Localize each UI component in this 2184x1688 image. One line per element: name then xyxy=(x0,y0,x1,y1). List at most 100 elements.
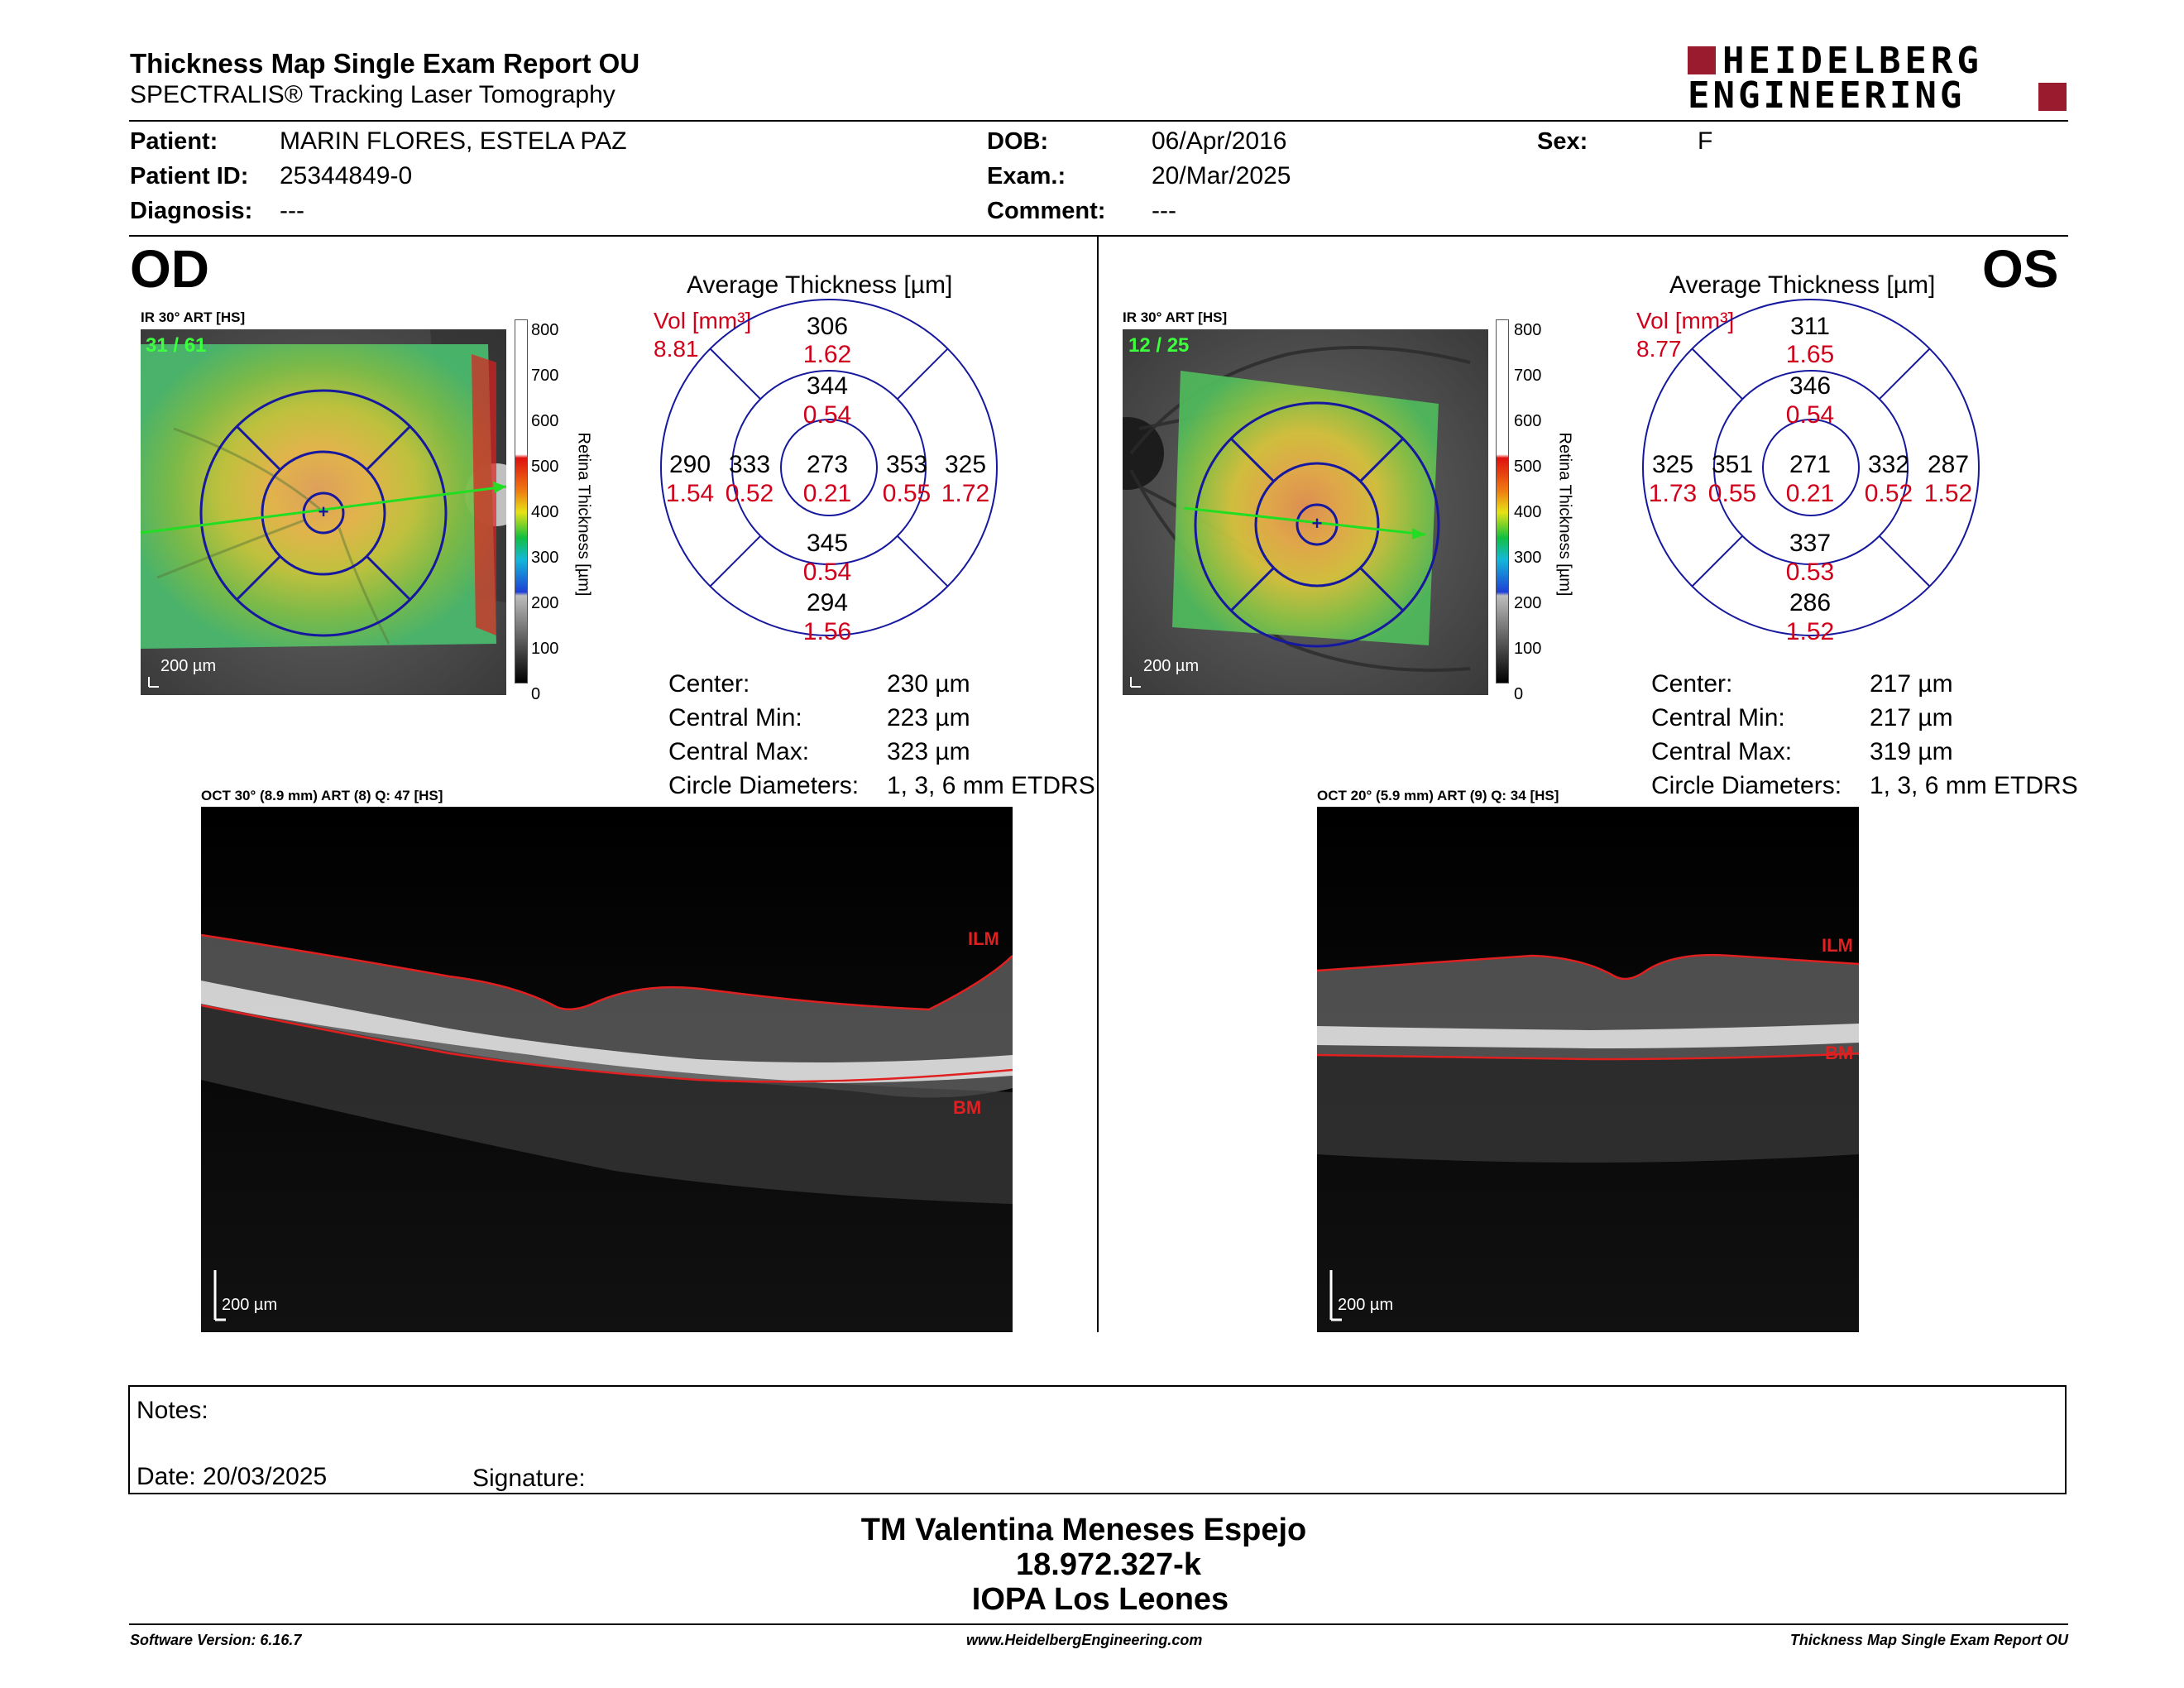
os-inner-right-volume: 0.52 xyxy=(1864,480,1913,507)
os-colorbar xyxy=(1496,319,1509,683)
tick: 100 xyxy=(531,640,559,658)
footer-report-name: Thickness Map Single Exam Report OU xyxy=(1789,1632,2068,1648)
od-avg-title: Average Thickness [µm] xyxy=(687,271,953,299)
signature-label: Signature: xyxy=(472,1465,586,1492)
od-etdrs-grid xyxy=(660,299,998,636)
os-outer-right-volume: 1.52 xyxy=(1923,480,1973,507)
od-inner-left-volume: 0.52 xyxy=(725,480,774,507)
os-oct-scale: 200 µm xyxy=(1338,1296,1394,1314)
od-oct-label: OCT 30° (8.9 mm) ART (8) Q: 47 [HS] xyxy=(201,788,443,803)
os-stat-label: Center: xyxy=(1651,670,1733,698)
od-center-thickness: 273 xyxy=(806,451,849,478)
od-outer-inf-volume: 1.56 xyxy=(802,618,852,645)
os-inner-right-thickness: 332 xyxy=(1867,451,1910,478)
od-oct-scale: 200 µm xyxy=(222,1296,278,1314)
od-colorbar-title: Retina Thickness [µm] xyxy=(574,432,593,597)
patient-rule xyxy=(129,235,2068,237)
dob-label: DOB: xyxy=(987,128,1049,155)
od-inner-right-volume: 0.55 xyxy=(882,480,932,507)
notes-box[interactable]: Notes: Date: 20/03/2025 Signature: xyxy=(128,1385,2067,1494)
patient-id-label: Patient ID: xyxy=(130,163,249,189)
sex-label: Sex: xyxy=(1537,128,1588,155)
tick: 400 xyxy=(531,503,559,521)
od-outer-left-volume: 1.54 xyxy=(665,480,715,507)
patient-value: MARIN FLORES, ESTELA PAZ xyxy=(280,127,627,155)
os-stat-value: 1, 3, 6 mm ETDRS xyxy=(1870,772,2078,799)
od-outer-right-thickness: 325 xyxy=(944,451,987,478)
os-scale-label: 200 µm xyxy=(1143,657,1200,675)
od-bm-label: BM xyxy=(953,1097,982,1118)
od-stat-value: 223 µm xyxy=(887,704,970,731)
od-frame-counter: 31 / 61 xyxy=(146,334,207,357)
od-inner-right-thickness: 353 xyxy=(885,451,928,478)
od-inner-sup-thickness: 344 xyxy=(806,372,849,400)
tick: 100 xyxy=(1514,640,1542,658)
website-link[interactable]: www.HeidelbergEngineering.com xyxy=(966,1632,1203,1648)
os-stat-label: Circle Diameters: xyxy=(1651,772,1842,799)
od-oct-scan xyxy=(201,807,1013,1332)
os-inner-inf-thickness: 337 xyxy=(1789,530,1832,557)
tick: 0 xyxy=(1514,685,1524,703)
os-etdrs-grid xyxy=(1642,299,1980,636)
signer-name: TM Valentina Meneses Espejo xyxy=(860,1513,1307,1547)
os-outer-left-volume: 1.73 xyxy=(1648,480,1698,507)
tick: 300 xyxy=(1514,549,1542,567)
os-stat-value: 319 µm xyxy=(1870,738,1953,765)
tick: 200 xyxy=(531,594,559,612)
os-oct-label: OCT 20° (5.9 mm) ART (9) Q: 34 [HS] xyxy=(1317,788,1559,803)
od-eye-label: OD xyxy=(130,239,209,299)
diagnosis-value: --- xyxy=(280,197,304,224)
os-outer-inf-thickness: 286 xyxy=(1789,589,1832,616)
od-outer-sup-thickness: 306 xyxy=(806,313,849,340)
od-inner-sup-volume: 0.54 xyxy=(802,401,852,429)
logo-square-icon-2 xyxy=(2038,83,2067,111)
os-stat-value: 217 µm xyxy=(1870,704,1953,731)
comment-value: --- xyxy=(1152,197,1176,224)
od-inner-inf-thickness: 345 xyxy=(806,530,849,557)
tick: 500 xyxy=(531,458,559,476)
exam-value: 20/Mar/2025 xyxy=(1152,162,1291,189)
od-center-volume: 0.21 xyxy=(802,480,852,507)
od-stat-label: Circle Diameters: xyxy=(668,772,860,799)
od-colorbar-ticks: 800 700 600 500 400 300 200 100 0 xyxy=(531,308,558,717)
od-stat-label: Central Max: xyxy=(668,738,810,765)
tick: 600 xyxy=(1514,412,1542,430)
notes-date: Date: 20/03/2025 xyxy=(136,1463,328,1490)
od-colorbar xyxy=(515,319,528,683)
os-outer-left-thickness: 325 xyxy=(1651,451,1694,478)
os-eye-label: OS xyxy=(1982,239,2059,299)
od-outer-left-thickness: 290 xyxy=(668,451,711,478)
os-outer-sup-thickness: 311 xyxy=(1790,313,1830,340)
notes-label: Notes: xyxy=(136,1397,208,1424)
od-vol-label: Vol [mm³] xyxy=(654,308,752,333)
os-outer-sup-volume: 1.65 xyxy=(1785,341,1835,368)
software-version: Software Version: 6.16.7 xyxy=(130,1632,302,1648)
os-ilm-label: ILM xyxy=(1822,935,1853,956)
od-stat-label: Center: xyxy=(668,670,750,698)
os-inner-sup-thickness: 346 xyxy=(1789,372,1832,400)
od-vol-total: 8.81 xyxy=(654,336,699,362)
report-subtitle: SPECTRALIS® Tracking Laser Tomography xyxy=(130,81,615,108)
sex-value: F xyxy=(1698,127,1713,155)
od-stat-value: 323 µm xyxy=(887,738,970,765)
patient-label: Patient: xyxy=(130,128,218,155)
od-ir-label: IR 30° ART [HS] xyxy=(141,309,246,325)
os-outer-right-thickness: 287 xyxy=(1927,451,1970,478)
os-inner-left-thickness: 351 xyxy=(1711,451,1754,478)
od-outer-inf-thickness: 294 xyxy=(806,589,849,616)
footer-rule xyxy=(129,1623,2068,1625)
os-avg-title: Average Thickness [µm] xyxy=(1669,271,1936,299)
os-stat-label: Central Max: xyxy=(1651,738,1793,765)
header-rule xyxy=(129,120,2068,122)
os-vol-label: Vol [mm³] xyxy=(1636,308,1735,333)
report-title: Thickness Map Single Exam Report OU xyxy=(130,48,640,79)
os-inner-left-volume: 0.55 xyxy=(1707,480,1757,507)
tick: 400 xyxy=(1514,503,1542,521)
od-outer-right-volume: 1.72 xyxy=(941,480,990,507)
svg-text:+: + xyxy=(1312,513,1323,534)
od-ilm-label: ILM xyxy=(968,928,999,949)
tick: 500 xyxy=(1514,458,1542,476)
os-center-volume: 0.21 xyxy=(1785,480,1835,507)
patient-id-value: 25344849-0 xyxy=(280,162,413,189)
tick: 800 xyxy=(531,321,559,339)
